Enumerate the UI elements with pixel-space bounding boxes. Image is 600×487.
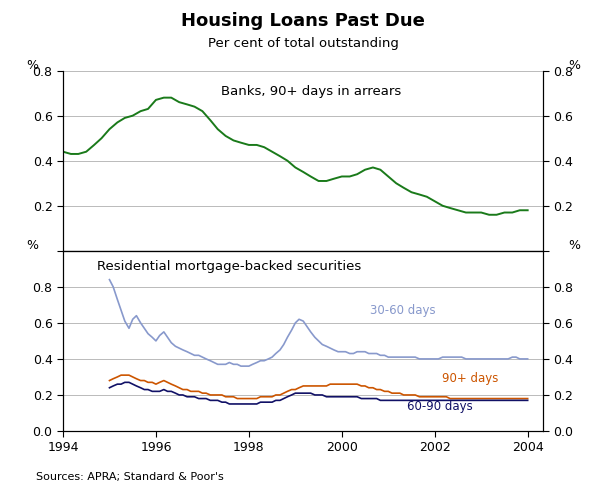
Text: 90+ days: 90+ days	[442, 373, 498, 385]
Text: 60-90 days: 60-90 days	[407, 400, 473, 413]
Text: 30-60 days: 30-60 days	[370, 304, 436, 317]
Text: Sources: APRA; Standard & Poor's: Sources: APRA; Standard & Poor's	[36, 472, 224, 482]
Text: Banks, 90+ days in arrears: Banks, 90+ days in arrears	[221, 85, 401, 98]
Text: Residential mortgage-backed securities: Residential mortgage-backed securities	[97, 260, 361, 273]
Text: Housing Loans Past Due: Housing Loans Past Due	[181, 12, 425, 30]
Text: %: %	[26, 59, 38, 72]
Text: Per cent of total outstanding: Per cent of total outstanding	[208, 37, 398, 50]
Text: %: %	[568, 239, 580, 252]
Text: %: %	[568, 59, 580, 72]
Text: %: %	[26, 239, 38, 252]
